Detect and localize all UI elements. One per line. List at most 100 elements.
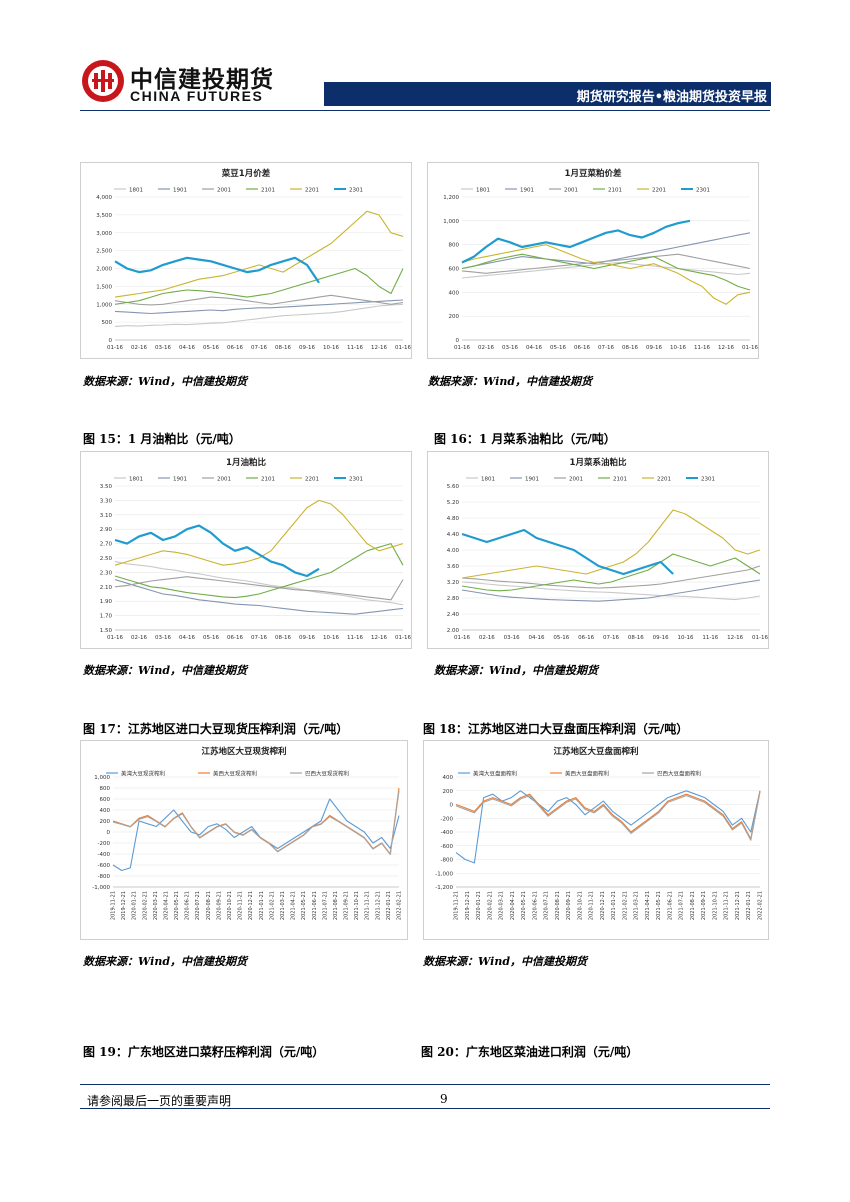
source-note: 数据来源：Wind，中信建投期货 [423,955,588,968]
x-tick-label: 2019-12-21 [121,891,127,920]
y-tick-label: 1.50 [100,628,113,634]
x-tick-label: 2022-01-21 [386,891,392,920]
y-tick-label: -400 [441,830,454,836]
y-tick-label: -1,000 [92,885,110,891]
x-tick-label: 01-16 [752,635,768,641]
x-tick-label: 2021-03-21 [280,891,286,920]
x-tick-label: 07-16 [251,345,267,351]
legend-label: 1901 [520,188,534,194]
x-tick-label: 2021-12-21 [735,891,741,920]
x-tick-label: 05-16 [553,635,569,641]
series-line [461,244,751,305]
x-tick-label: 2021-11-21 [365,891,371,920]
series-line [461,509,761,579]
x-tick-label: 08-16 [628,635,644,641]
x-tick-label: 10-16 [670,345,686,351]
legend-label: 巴西大豆现货榨利 [305,770,349,778]
x-tick-label: 11-16 [347,635,363,641]
x-tick-label: 2021-01-21 [611,891,617,920]
figure-caption: 图 17：江苏地区进口大豆现货压榨利润（元/吨） [83,722,349,736]
chart-rapeseed-soy-spread: 菜豆1月价差 1801 1901 2001 2101 2201 2301 0 500 1,000 1… [80,162,412,359]
x-tick-label: 02-16 [478,345,494,351]
source-note: 数据来源：Wind，中信建投期货 [428,375,593,388]
x-tick-label: 2022-01-21 [746,891,752,920]
y-tick-label: -200 [98,841,111,847]
x-tick-label: 11-16 [694,345,710,351]
y-tick-label: 4.40 [447,532,460,538]
x-tick-label: 03-16 [504,635,520,641]
x-tick-label: 05-16 [203,635,219,641]
x-tick-label: 05-16 [550,345,566,351]
y-tick-label: 600 [449,267,460,273]
x-tick-label: 04-16 [179,635,195,641]
x-tick-label: 2020-03-21 [153,891,159,920]
legend-label: 2101 [261,188,275,194]
chart-title: 1月油粕比 [226,457,266,468]
x-tick-label: 01-16 [395,635,411,641]
x-tick-label: 2021-08-21 [690,891,696,920]
x-tick-label: 2020-05-21 [174,891,180,920]
series-line [455,791,761,841]
y-tick-label: 400 [443,775,454,781]
y-tick-label: 400 [100,808,111,814]
series-line [455,790,761,864]
x-tick-label: 03-16 [155,345,171,351]
x-tick-label: 10-16 [323,345,339,351]
legend-label: 1801 [481,477,495,483]
y-tick-label: 200 [449,314,460,320]
y-tick-label: -800 [441,858,454,864]
series-line [114,294,404,306]
series-line [114,499,404,566]
legend-label: 美西大豆现货榨利 [213,770,257,778]
x-tick-label: 2020-06-21 [185,891,191,920]
series-line [461,565,761,589]
legend-label: 1901 [173,188,187,194]
x-tick-label: 2020-06-21 [532,891,538,920]
y-tick-label: 1,000 [443,219,459,225]
y-tick-label: 1.90 [100,599,113,605]
y-tick-label: 3.50 [100,484,113,490]
x-tick-label: 2021-08-21 [333,891,339,920]
y-tick-label: 2.80 [447,596,460,602]
legend-label: 2301 [349,188,363,194]
y-tick-label: 3.30 [100,498,113,504]
x-tick-label: 11-16 [702,635,718,641]
y-tick-label: -200 [441,816,454,822]
y-tick-label: 2.40 [447,612,460,618]
x-tick-label: 12-16 [718,345,734,351]
series-line [114,576,404,601]
source-note: 数据来源：Wind，中信建投期货 [83,664,248,677]
series-line [461,579,761,602]
figure-caption: 图 19：广东地区进口菜籽压榨利润（元/吨） [83,1045,325,1059]
x-tick-label: 2020-11-21 [589,891,595,920]
legend-label: 美西大豆盘面榨利 [565,770,609,778]
x-tick-label: 06-16 [578,635,594,641]
series-line [114,579,404,615]
report-banner: 期货研究报告•粮油期货投资早报 [324,82,771,106]
figure-caption: 图 15：1 月油粕比（元/吨） [83,432,241,446]
x-tick-label: 09-16 [646,345,662,351]
series-line [455,790,761,840]
x-tick-label: 2020-09-21 [216,891,222,920]
series-line [114,256,320,284]
x-tick-label: 01-16 [742,345,758,351]
x-tick-label: 2019-12-21 [465,891,471,920]
legend-label: 美湾大豆现货榨利 [121,770,165,778]
series-line [461,232,751,270]
y-tick-label: 4.00 [447,548,460,554]
x-tick-label: 2021-10-21 [354,891,360,920]
y-tick-label: 3.60 [447,564,460,570]
x-tick-label: 2021-11-21 [724,891,730,920]
x-tick-label: 04-16 [529,635,545,641]
series-line [112,798,400,872]
x-tick-label: 2022-02-21 [758,891,764,920]
x-tick-label: 2020-01-21 [476,891,482,920]
x-tick-label: 02-16 [131,635,147,641]
y-tick-label: 5.20 [447,500,460,506]
x-tick-label: 01-16 [107,345,123,351]
figure-caption: 图 16：1 月菜系油粕比（元/吨） [434,432,616,446]
y-tick-label: 2.50 [100,556,113,562]
series-line [114,561,404,606]
x-tick-label: 2021-10-21 [712,891,718,920]
